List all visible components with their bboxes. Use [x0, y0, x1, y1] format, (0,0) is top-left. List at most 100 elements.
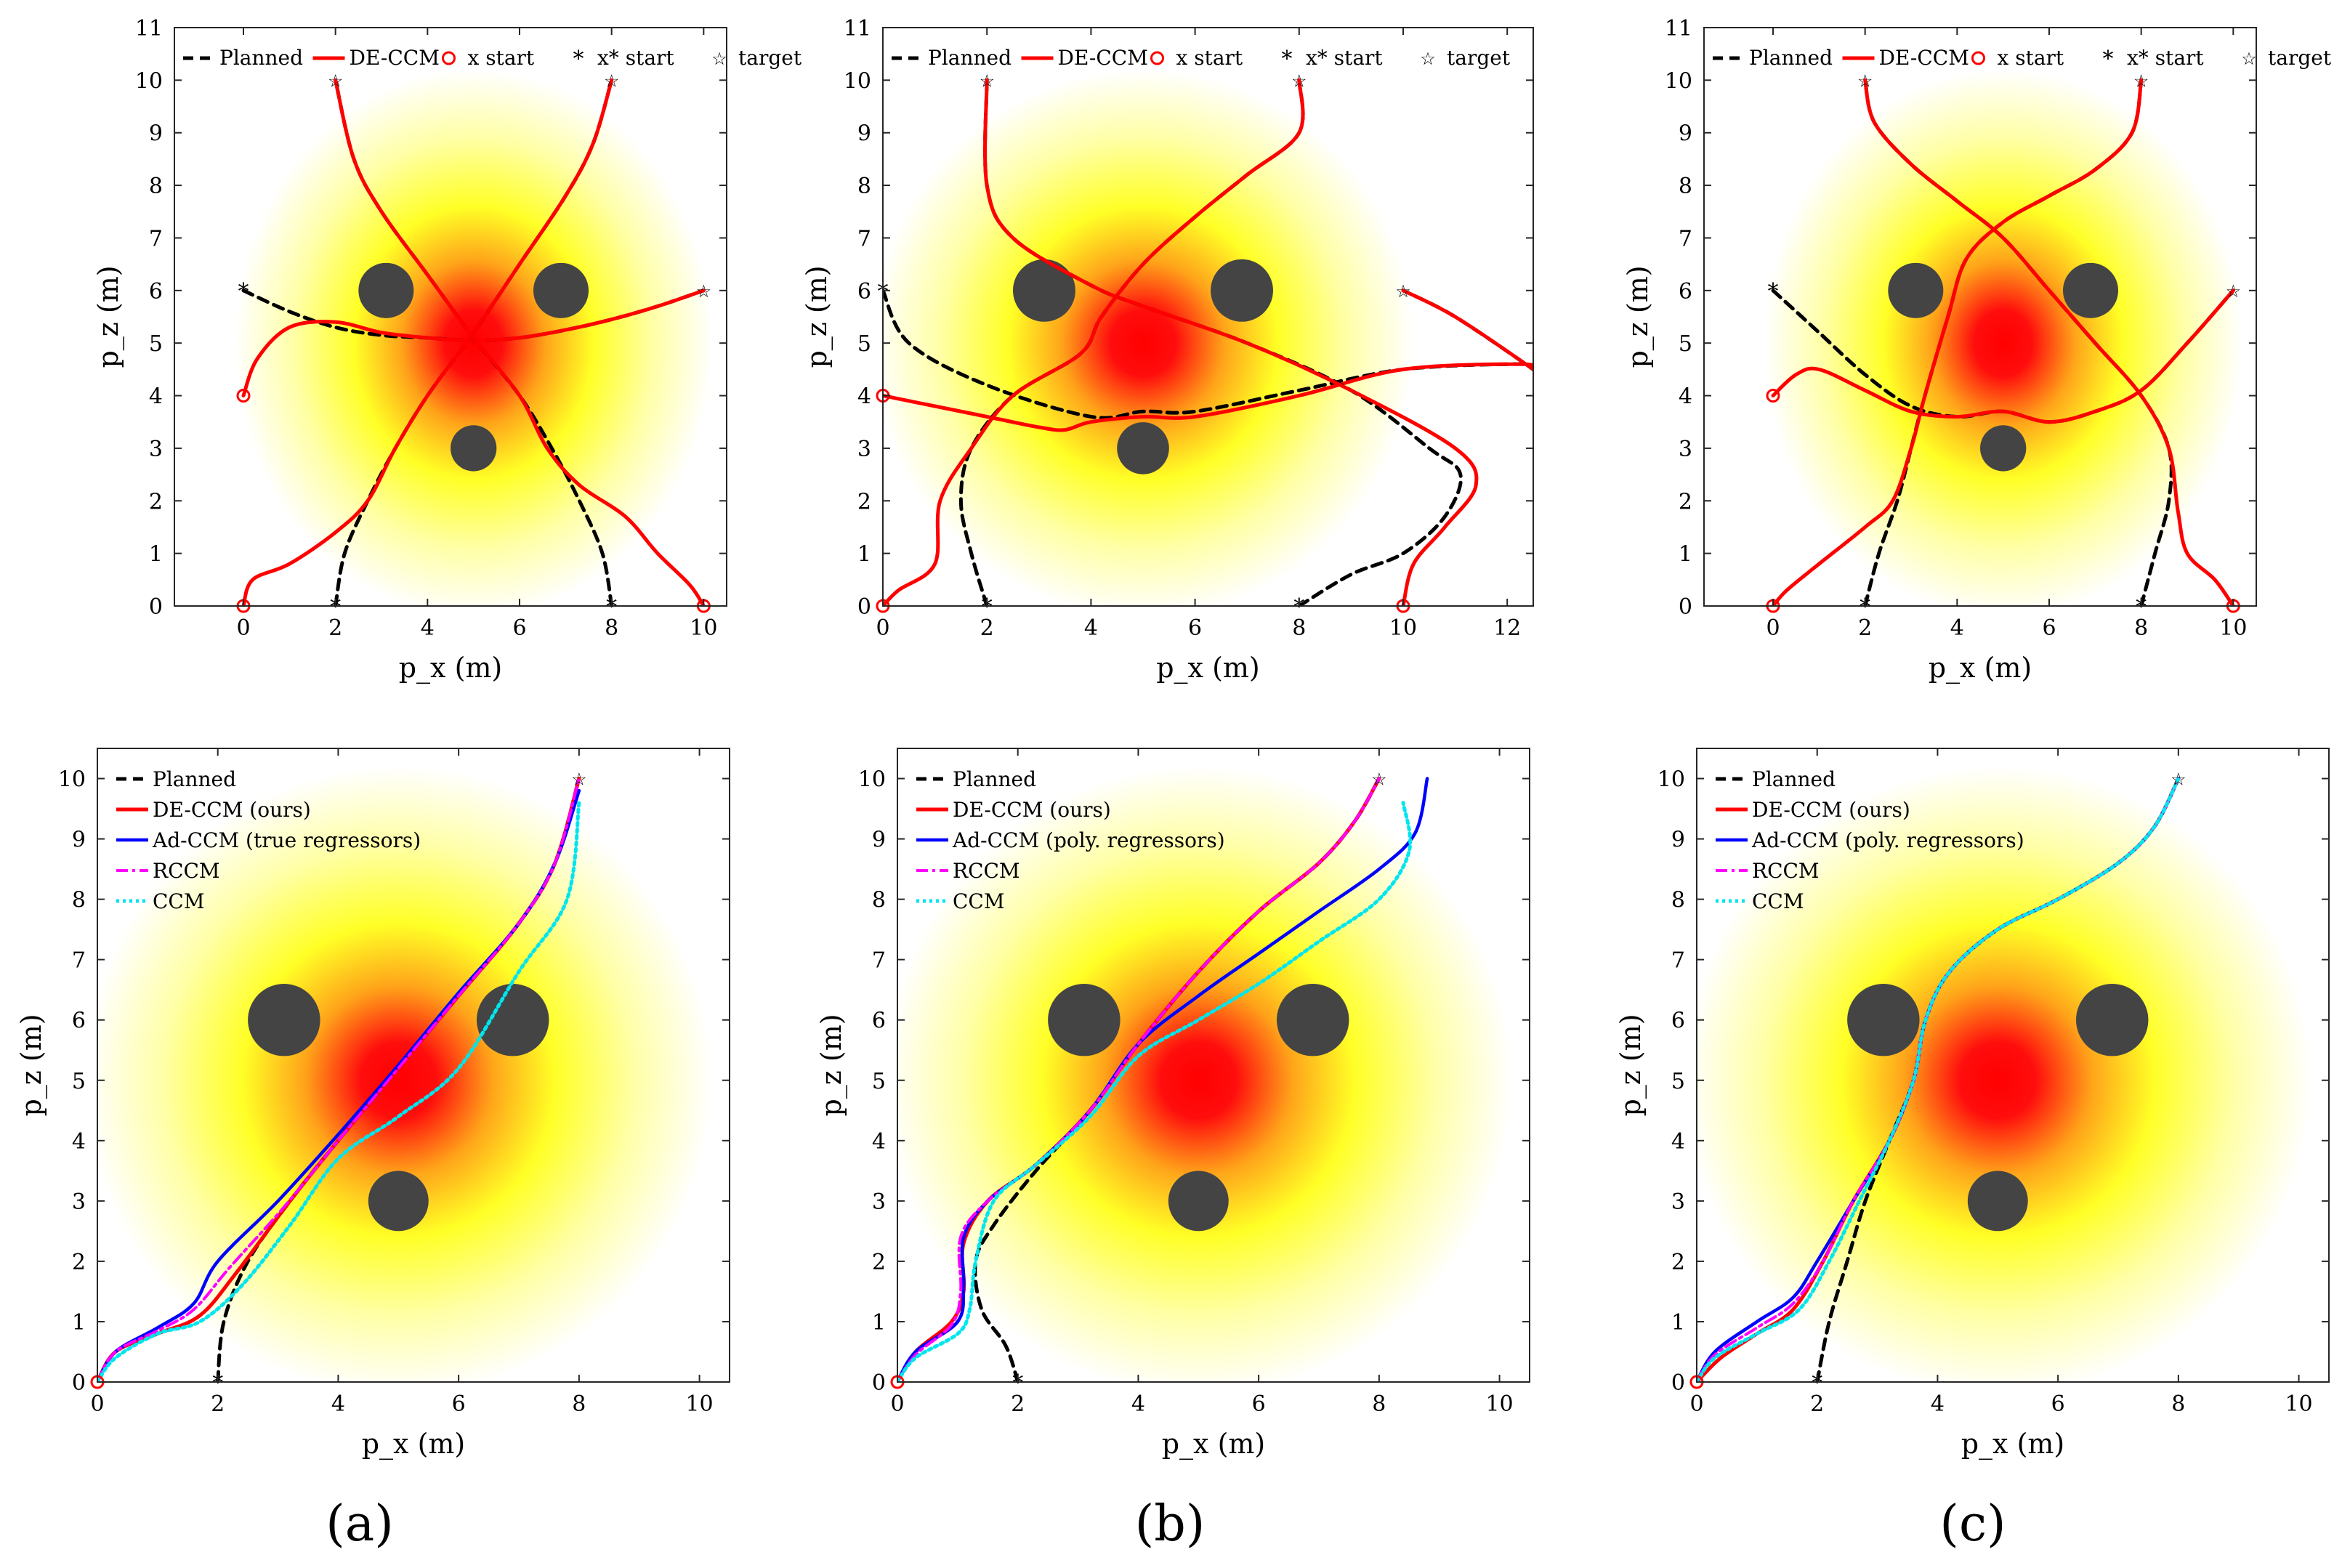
- x-tick-label: 10: [2219, 615, 2247, 641]
- x-star-start-marker-1: *: [982, 594, 993, 620]
- legend-de-ccm-label: DE-CCM: [1879, 46, 1969, 70]
- y-tick-label: 3: [1671, 1189, 1685, 1215]
- x-star-start-marker-0: *: [212, 1370, 223, 1396]
- y-tick-label: 8: [72, 888, 86, 913]
- y-tick-label: 11: [844, 16, 871, 41]
- legend-target-symbol: ☆: [2241, 49, 2257, 69]
- x-tick-label: 2: [328, 615, 342, 641]
- target-marker-0: ☆: [1371, 769, 1387, 790]
- obstacle-0: [1048, 984, 1120, 1056]
- x-tick-label: 2: [1810, 1391, 1824, 1417]
- x-tick-label: 10: [2285, 1391, 2312, 1417]
- panel-label-c: (c): [1939, 1495, 2006, 1553]
- y-tick-label: 6: [872, 1009, 886, 1034]
- x-tick-label: 4: [1931, 1391, 1945, 1417]
- legend-target-label: target: [738, 46, 802, 70]
- panel-label-b: (b): [1135, 1495, 1206, 1553]
- panel-label-a: (a): [326, 1495, 394, 1553]
- obstacle-2: [1967, 1171, 2028, 1232]
- y-tick-label: 5: [72, 1069, 86, 1094]
- x-tick-label: 12: [1493, 615, 1521, 641]
- legend-x-start-label: x* start: [2127, 46, 2204, 70]
- legend-ad-ccm-true-regressors-label: Ad-CCM (true regressors): [152, 828, 421, 852]
- y-tick-label: 9: [1679, 121, 1692, 147]
- legend-planned-label: Planned: [928, 46, 1011, 70]
- chart-top-a: * * * ☆ ☆ ☆ 0 2 4 6 8 10 0 1 2 3 4 5 6 7 8 9 10 11 p_x (m) p_z (m…: [92, 16, 802, 684]
- y-tick-label: 3: [857, 437, 871, 462]
- axes-frame: [174, 27, 727, 607]
- x-tick-label: 0: [1766, 615, 1780, 641]
- y-tick-label: 0: [1679, 594, 1692, 620]
- disturbance-field: [897, 767, 1512, 1382]
- legend-ccm-label: CCM: [1752, 889, 1804, 913]
- x-axis-label: p_x (m): [1162, 1428, 1266, 1460]
- y-tick-label: 6: [1679, 279, 1692, 304]
- x-start-marker-0: [1766, 389, 1780, 403]
- legend-ad-ccm-poly-regressors-label: Ad-CCM (poly. regressors): [952, 828, 1225, 852]
- x-tick-label: 6: [1188, 615, 1202, 641]
- obstacle-0: [1013, 259, 1075, 322]
- axes-frame: [882, 27, 1534, 607]
- y-tick-label: 4: [872, 1129, 886, 1155]
- x-star-start-marker-0: *: [1812, 1370, 1822, 1396]
- obstacle-0: [1847, 984, 1920, 1056]
- target-marker-1: ☆: [2133, 70, 2149, 91]
- series-de-ccm-5: [1863, 78, 2235, 606]
- target-marker-0: ☆: [571, 769, 587, 790]
- legend: Planned DE-CCM (ours) Ad-CCM (poly. regres…: [916, 767, 1225, 913]
- x-tick-label: 6: [2042, 615, 2056, 641]
- obstacle-2: [1117, 422, 1169, 474]
- series-de-ccm-1: [883, 288, 1533, 432]
- legend-x-start-label: x start: [468, 46, 535, 70]
- x-tick-label: 6: [512, 615, 526, 641]
- y-tick-label: 7: [857, 226, 871, 251]
- disturbance-field: [1697, 767, 2311, 1382]
- axes-frame: [97, 748, 730, 1383]
- x-tick-label: 8: [1372, 1391, 1386, 1417]
- disturbance-field: [1764, 70, 2242, 606]
- y-axis-label: p_z (m): [1615, 1014, 1647, 1116]
- y-tick-label: 3: [1679, 437, 1692, 462]
- obstacle-1: [1277, 984, 1349, 1056]
- x-tick-label: 8: [572, 1391, 586, 1417]
- target-marker-0: ☆: [1395, 281, 1411, 302]
- legend-x-start-symbol: [1971, 51, 1985, 65]
- legend-target-label: target: [2268, 46, 2332, 70]
- disturbance-field: [883, 70, 1414, 606]
- series-de-ccm-3: [1771, 78, 2144, 606]
- x-star-start-marker-0: *: [238, 279, 249, 304]
- y-tick-label: 0: [857, 594, 871, 620]
- y-tick-label: 8: [857, 174, 871, 199]
- y-tick-label: 10: [58, 767, 86, 793]
- y-axis-label: p_z (m): [1622, 265, 1655, 368]
- y-tick-label: 4: [72, 1129, 86, 1155]
- y-tick-label: 9: [149, 121, 163, 147]
- x-star-start-marker-2: *: [2136, 594, 2147, 620]
- x-tick-label: 4: [421, 615, 435, 641]
- legend: Planned DE-CCM x start * x* start ☆ target: [183, 46, 802, 72]
- x-axis-label: p_x (m): [1156, 652, 1260, 684]
- obstacle-1: [477, 984, 549, 1056]
- legend-target-label: target: [1447, 46, 1511, 70]
- y-tick-label: 8: [149, 174, 163, 199]
- y-tick-label: 11: [1665, 16, 1692, 41]
- y-tick-label: 8: [872, 888, 886, 913]
- x-axis-label: p_x (m): [362, 1428, 466, 1460]
- x-tick-label: 6: [452, 1391, 466, 1417]
- chart-bottom-b: * ☆ 0 2 4 6 8 10 0 1 2 3 4 5 6 7 8 9 10 p_x (m) p_z (m) Plann…: [815, 748, 1530, 1460]
- y-tick-label: 5: [1679, 331, 1692, 357]
- x-star-start-marker-0: *: [1012, 1370, 1023, 1396]
- y-tick-label: 0: [1671, 1370, 1685, 1396]
- y-tick-label: 10: [1665, 68, 1692, 94]
- legend-de-ccm-ours-label: DE-CCM (ours): [1752, 798, 1910, 822]
- y-tick-label: 5: [1671, 1069, 1685, 1094]
- y-tick-label: 2: [857, 489, 871, 514]
- series-de-ccm-3: [241, 78, 614, 606]
- y-tick-label: 2: [1671, 1250, 1685, 1275]
- series-de-ccm-1: [1771, 288, 2235, 424]
- y-tick-label: 9: [72, 828, 86, 853]
- x-tick-label: 8: [2171, 1391, 2185, 1417]
- y-tick-label: 9: [872, 828, 886, 853]
- y-tick-label: 3: [872, 1189, 886, 1215]
- target-marker-0: ☆: [2226, 281, 2242, 302]
